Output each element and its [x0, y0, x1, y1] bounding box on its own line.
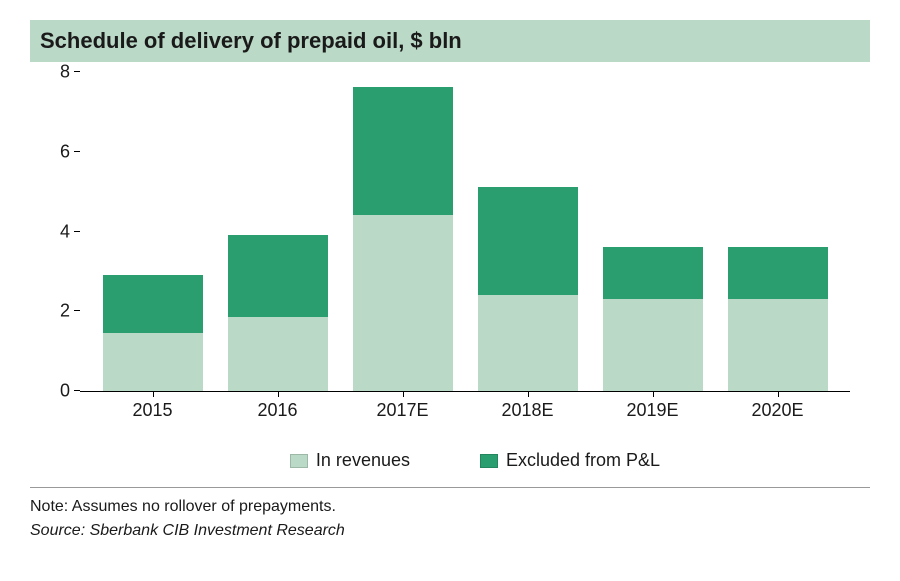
bar-segment: [728, 247, 828, 299]
y-tick-label: 6: [60, 141, 70, 162]
bar-stack: [478, 187, 578, 391]
bar-slot: [728, 247, 828, 391]
legend-swatch: [290, 454, 308, 468]
bar-segment: [228, 235, 328, 317]
bar-segment: [103, 333, 203, 391]
bar-slot: [103, 275, 203, 391]
legend-swatch: [480, 454, 498, 468]
bar-slot: [228, 235, 328, 391]
x-tick-mark: [778, 391, 779, 397]
x-tick-label: 2020E: [728, 400, 828, 421]
footnote: Note: Assumes no rollover of prepayments…: [30, 498, 870, 516]
x-tick-mark: [653, 391, 654, 397]
bar-slot: [603, 247, 703, 391]
x-tick-mark: [153, 391, 154, 397]
legend-label: In revenues: [316, 450, 410, 471]
bar-slot: [478, 187, 578, 391]
chart-area: 02468 2015 2016 2017E 2018E 2019E 2020E: [80, 72, 850, 432]
chart-title: Schedule of delivery of prepaid oil, $ b…: [30, 20, 870, 62]
x-tick-label: 2017E: [353, 400, 453, 421]
x-tick-label: 2019E: [603, 400, 703, 421]
y-tick-label: 4: [60, 221, 70, 242]
legend-item: Excluded from P&L: [480, 450, 660, 471]
bar-segment: [228, 317, 328, 391]
legend-item: In revenues: [290, 450, 410, 471]
y-tick-mark: [74, 71, 80, 72]
bar-stack: [603, 247, 703, 391]
bar-segment: [103, 275, 203, 333]
bar-segment: [603, 247, 703, 299]
bar-stack: [728, 247, 828, 391]
x-tick-label: 2016: [228, 400, 328, 421]
x-tick-mark: [403, 391, 404, 397]
bar-segment: [478, 295, 578, 391]
x-tick-label: 2018E: [478, 400, 578, 421]
legend: In revenues Excluded from P&L: [80, 450, 870, 471]
y-tick-label: 8: [60, 62, 70, 83]
y-tick-mark: [74, 390, 80, 391]
y-tick-label: 0: [60, 381, 70, 402]
bar-stack: [353, 87, 453, 391]
bar-segment: [478, 187, 578, 295]
y-tick-label: 2: [60, 301, 70, 322]
bar-stack: [228, 235, 328, 391]
y-tick-mark: [74, 151, 80, 152]
x-tick-mark: [278, 391, 279, 397]
bar-segment: [353, 215, 453, 391]
legend-label: Excluded from P&L: [506, 450, 660, 471]
y-tick-mark: [74, 310, 80, 311]
bars-container: [80, 72, 850, 391]
source-line: Source: Sberbank CIB Investment Research: [30, 522, 870, 540]
bar-slot: [353, 87, 453, 391]
bar-segment: [353, 87, 453, 215]
x-axis-labels: 2015 2016 2017E 2018E 2019E 2020E: [80, 392, 850, 421]
divider: [30, 487, 870, 488]
y-tick-mark: [74, 231, 80, 232]
plot-area: 02468: [80, 72, 850, 392]
bar-segment: [728, 299, 828, 391]
x-tick-mark: [528, 391, 529, 397]
x-tick-label: 2015: [103, 400, 203, 421]
bar-segment: [603, 299, 703, 391]
bar-stack: [103, 275, 203, 391]
